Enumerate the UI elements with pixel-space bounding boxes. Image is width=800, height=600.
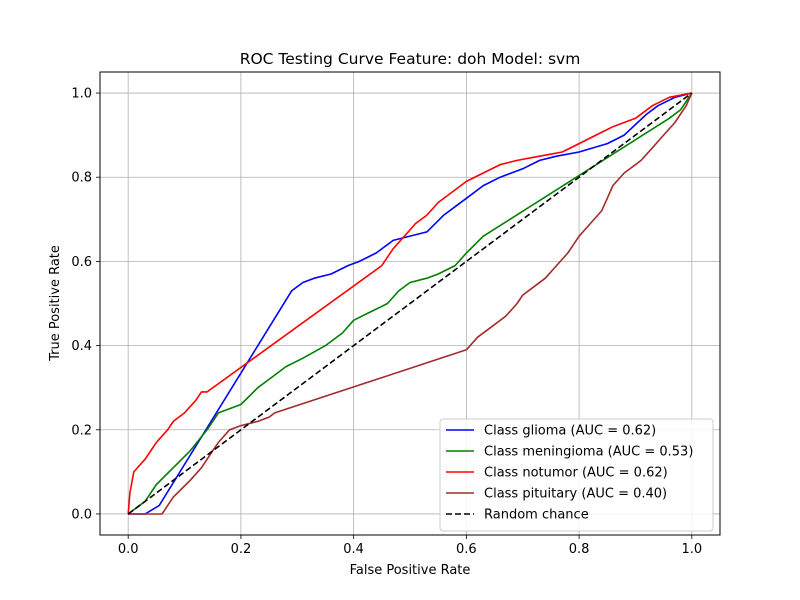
x-tick-label: 0.0 <box>118 542 139 557</box>
y-axis-label: True Positive Rate <box>48 245 63 362</box>
legend-label-4: Random chance <box>484 508 589 523</box>
x-tick-label: 1.0 <box>681 542 702 557</box>
grid <box>100 72 720 535</box>
y-tick-label: 0.4 <box>71 339 92 354</box>
x-axis-label: False Positive Rate <box>350 563 471 578</box>
series-line-1 <box>127 92 693 515</box>
plot-frame <box>99 71 721 536</box>
legend-label-2: Class notumor (AUC = 0.62) <box>484 466 668 481</box>
y-tick-label: 0.6 <box>71 255 92 270</box>
legend-box <box>439 418 714 532</box>
series-line-4 <box>127 92 693 515</box>
x-tick-label: 0.2 <box>231 542 252 557</box>
x-tick-label: 0.6 <box>456 542 477 557</box>
axis-ticks: 0.0 0.2 0.4 0.6 0.8 1.0 0.0 0.2 0.4 0.6 0.8 1.0 <box>71 87 702 557</box>
y-tick-label: 1.0 <box>71 87 92 102</box>
series-line-2 <box>127 92 692 515</box>
legend-label-3: Class pituitary (AUC = 0.40) <box>484 487 667 502</box>
y-tick-label: 0.2 <box>71 423 92 438</box>
y-tick-label: 0.0 <box>71 507 92 522</box>
y-tick-label: 0.8 <box>71 171 92 186</box>
series-lines <box>127 92 693 515</box>
legend: Class glioma (AUC = 0.62) Class meningiom… <box>439 418 714 532</box>
legend-label-0: Class glioma (AUC = 0.62) <box>484 424 656 439</box>
x-tick-label: 0.8 <box>569 542 590 557</box>
x-tick-label: 0.4 <box>343 542 364 557</box>
series-line-0 <box>128 92 692 515</box>
chart-title: ROC Testing Curve Feature: doh Model: sv… <box>240 50 581 68</box>
series-line-3 <box>128 92 693 515</box>
legend-label-1: Class meningioma (AUC = 0.53) <box>484 445 693 460</box>
